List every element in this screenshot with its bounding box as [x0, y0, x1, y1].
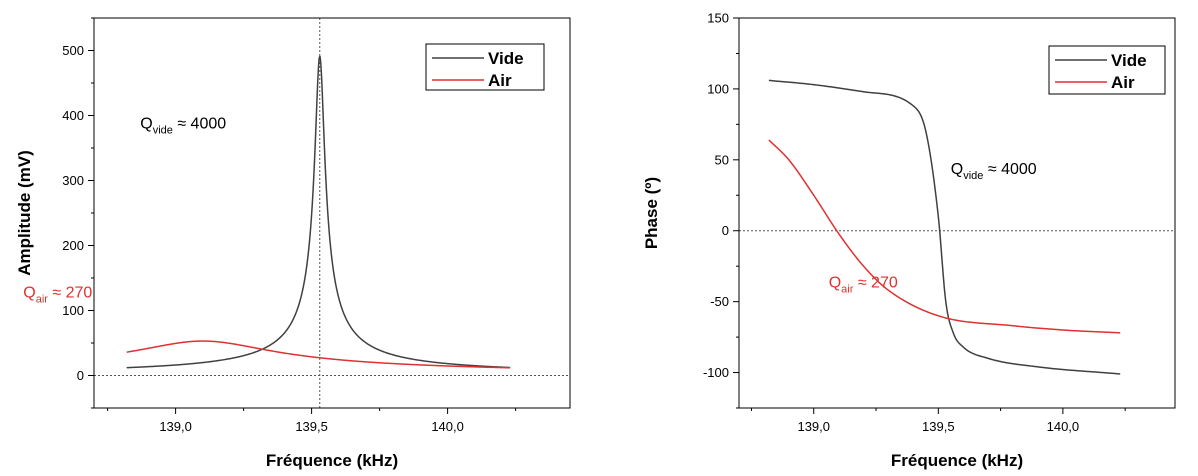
x-tick-label: 139,5 — [922, 419, 955, 434]
y-tick-label: 100 — [62, 303, 84, 318]
legend-box — [425, 43, 545, 91]
x-tick-label: 139,0 — [797, 419, 830, 434]
plot-frame — [738, 17, 1176, 409]
series-line-vide — [126, 55, 511, 369]
legend: Vide Air — [1048, 45, 1166, 95]
q-annotation-air: Qair ≈ 270 — [829, 274, 898, 295]
x-axis-title: Fréquence (kHz) — [266, 451, 398, 470]
y-tick-label: 500 — [62, 43, 84, 58]
y-tick-label: -100 — [703, 365, 729, 380]
y-tick-label: 400 — [62, 108, 84, 123]
y-tick-label: 50 — [715, 152, 729, 167]
legend-label-air: Air — [1111, 73, 1135, 92]
legend-label-vide: Vide — [488, 49, 524, 68]
x-tick-label: 139,5 — [295, 419, 328, 434]
series-line-air — [126, 340, 511, 369]
series-line-vide — [768, 79, 1121, 375]
x-axis-title: Fréquence (kHz) — [891, 451, 1023, 470]
y-tick-label: 0 — [77, 368, 84, 383]
chart-2: 139,0 139,5 140,0 -100 -50 0 50 100 150 Fréquence… — [642, 11, 1176, 470]
y-axis-title: Phase (º) — [642, 177, 661, 249]
y-axis-title: Amplitude (mV) — [15, 150, 34, 276]
x-tick-label: 139,0 — [159, 419, 192, 434]
legend-label-vide: Vide — [1111, 51, 1147, 70]
q-annotation-vide: Qvide ≈ 4000 — [140, 116, 226, 137]
y-tick-label: -50 — [710, 294, 729, 309]
x-tick-label: 140,0 — [1047, 419, 1080, 434]
series-line-air — [768, 139, 1121, 334]
chart-1: 139,0 139,5 140,0 0 100 200 300 400 500 Fréquence… — [15, 17, 571, 470]
legend-box — [1048, 45, 1166, 95]
y-tick-label: 300 — [62, 173, 84, 188]
y-tick-label: 150 — [707, 11, 729, 26]
q-annotation-air: Qair ≈ 270 — [23, 285, 92, 306]
y-tick-label: 100 — [707, 81, 729, 96]
y-tick-label: 0 — [722, 223, 729, 238]
q-annotation-vide: Qvide ≈ 4000 — [951, 161, 1037, 182]
legend: Vide Air — [425, 43, 545, 91]
x-tick-label: 140,0 — [431, 419, 464, 434]
y-tick-label: 200 — [62, 238, 84, 253]
legend-label-air: Air — [488, 71, 512, 90]
